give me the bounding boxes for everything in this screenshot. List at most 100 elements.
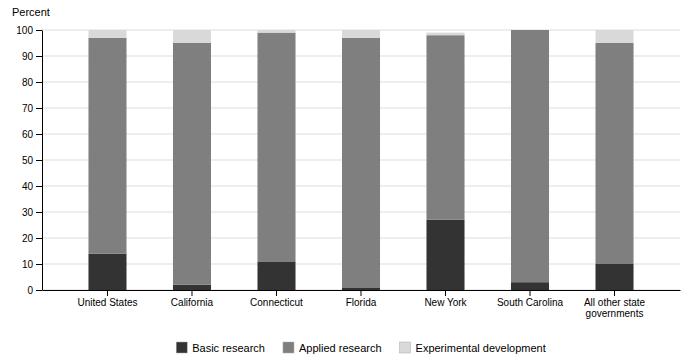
x-tick-label-line: South Carolina	[497, 297, 564, 308]
chart-container: 0 10 20 30 40 50 60 70 80 90 100 United States Calif…	[0, 0, 695, 362]
y-tick-label: 0	[27, 285, 33, 296]
y-tick-label: 60	[22, 129, 34, 140]
bars	[88, 30, 633, 290]
series-group	[88, 30, 633, 43]
bar-segment	[511, 282, 549, 290]
y-tick: 40	[22, 181, 42, 192]
bar-segment	[342, 38, 380, 288]
bar-segment	[173, 285, 211, 290]
y-tick: 10	[22, 259, 42, 270]
y-tick-label: 10	[22, 259, 34, 270]
bar-segment	[88, 254, 126, 290]
x-tick-mark	[361, 290, 362, 296]
y-tick: 90	[22, 51, 42, 62]
y-axis: 0 10 20 30 40 50 60 70 80 90 100	[16, 25, 42, 296]
x-tick: New York	[424, 290, 467, 308]
x-tick: Florida	[346, 290, 377, 308]
bar-segment	[88, 30, 126, 38]
bar-segment	[426, 35, 464, 220]
legend-swatch	[176, 342, 187, 353]
y-tick: 30	[22, 207, 42, 218]
y-tick-mark	[36, 160, 42, 161]
x-tick-mark	[445, 290, 446, 296]
bar-segment	[257, 33, 295, 262]
y-tick-mark	[36, 82, 42, 83]
y-tick-label: 80	[22, 77, 34, 88]
y-axis-title: Percent	[12, 6, 50, 18]
legend: Basic research Applied research Experiment…	[176, 342, 546, 354]
x-tick-label-line: All other state	[584, 297, 646, 308]
x-tick: California	[171, 290, 214, 308]
x-tick-label: California	[171, 297, 214, 308]
bar-segment	[511, 30, 549, 31]
x-tick-label: South Carolina	[497, 297, 564, 308]
x-tick-label: Florida	[346, 297, 377, 308]
y-tick-mark	[36, 134, 42, 135]
y-tick-mark	[36, 290, 42, 291]
x-tick-label-line: Connecticut	[250, 297, 303, 308]
bar-segment	[595, 30, 633, 43]
y-tick-mark	[36, 108, 42, 109]
x-tick-mark	[530, 290, 531, 296]
x-tick-mark	[191, 290, 192, 296]
chart-svg: 0 10 20 30 40 50 60 70 80 90 100 United States Calif…	[0, 0, 695, 362]
legend-label: Experimental development	[416, 342, 546, 354]
x-tick-label-line: Florida	[346, 297, 377, 308]
bar-segment	[426, 220, 464, 290]
bar-segment	[426, 33, 464, 36]
y-tick: 0	[27, 285, 42, 296]
bar-segment	[342, 287, 380, 290]
x-tick-label: United States	[77, 297, 137, 308]
x-tick-mark	[107, 290, 108, 296]
legend-item: Basic research	[176, 342, 265, 354]
y-tick-label: 100	[16, 25, 33, 36]
bar-segment	[173, 30, 211, 43]
legend-item: Experimental development	[400, 342, 546, 354]
y-tick-label: 20	[22, 233, 34, 244]
x-tick-label-line: United States	[77, 297, 137, 308]
y-tick-mark	[36, 56, 42, 57]
bar-segment	[257, 30, 295, 33]
legend-swatch	[283, 342, 294, 353]
x-tick-label-line: governments	[586, 308, 644, 319]
plot-area: 0 10 20 30 40 50 60 70 80 90 100 United States Calif…	[16, 25, 680, 319]
y-tick: 80	[22, 77, 42, 88]
x-tick-label-line: New York	[424, 297, 467, 308]
series-group	[88, 30, 633, 287]
y-tick-mark	[36, 264, 42, 265]
x-tick-label: New York	[424, 297, 467, 308]
x-tick: Connecticut	[250, 290, 303, 308]
grid	[42, 30, 680, 290]
x-tick-label: Connecticut	[250, 297, 303, 308]
bar-segment	[595, 43, 633, 264]
bar-segment	[511, 30, 549, 282]
y-tick: 50	[22, 155, 42, 166]
x-tick-label: All other stategovernments	[584, 297, 646, 319]
y-tick-mark	[36, 186, 42, 187]
bar-segment	[257, 261, 295, 290]
y-tick: 100	[16, 25, 42, 36]
y-tick-label: 30	[22, 207, 34, 218]
x-tick: South Carolina	[497, 290, 564, 308]
x-tick-mark	[276, 290, 277, 296]
bar-segment	[342, 30, 380, 38]
x-tick-label-line: California	[171, 297, 214, 308]
legend-label: Applied research	[299, 342, 382, 354]
bar-segment	[88, 38, 126, 254]
y-tick-label: 70	[22, 103, 34, 114]
x-tick-mark	[614, 290, 615, 296]
bar-segment	[595, 264, 633, 290]
y-tick-mark	[36, 238, 42, 239]
y-tick-label: 90	[22, 51, 34, 62]
y-tick-mark	[36, 30, 42, 31]
legend-swatch	[400, 342, 411, 353]
y-tick-label: 50	[22, 155, 34, 166]
y-tick-mark	[36, 212, 42, 213]
legend-label: Basic research	[192, 342, 265, 354]
bar-segment	[173, 43, 211, 285]
y-tick: 60	[22, 129, 42, 140]
y-tick-label: 40	[22, 181, 34, 192]
y-axis-line	[42, 31, 43, 291]
y-tick: 20	[22, 233, 42, 244]
x-tick: United States	[77, 290, 137, 308]
